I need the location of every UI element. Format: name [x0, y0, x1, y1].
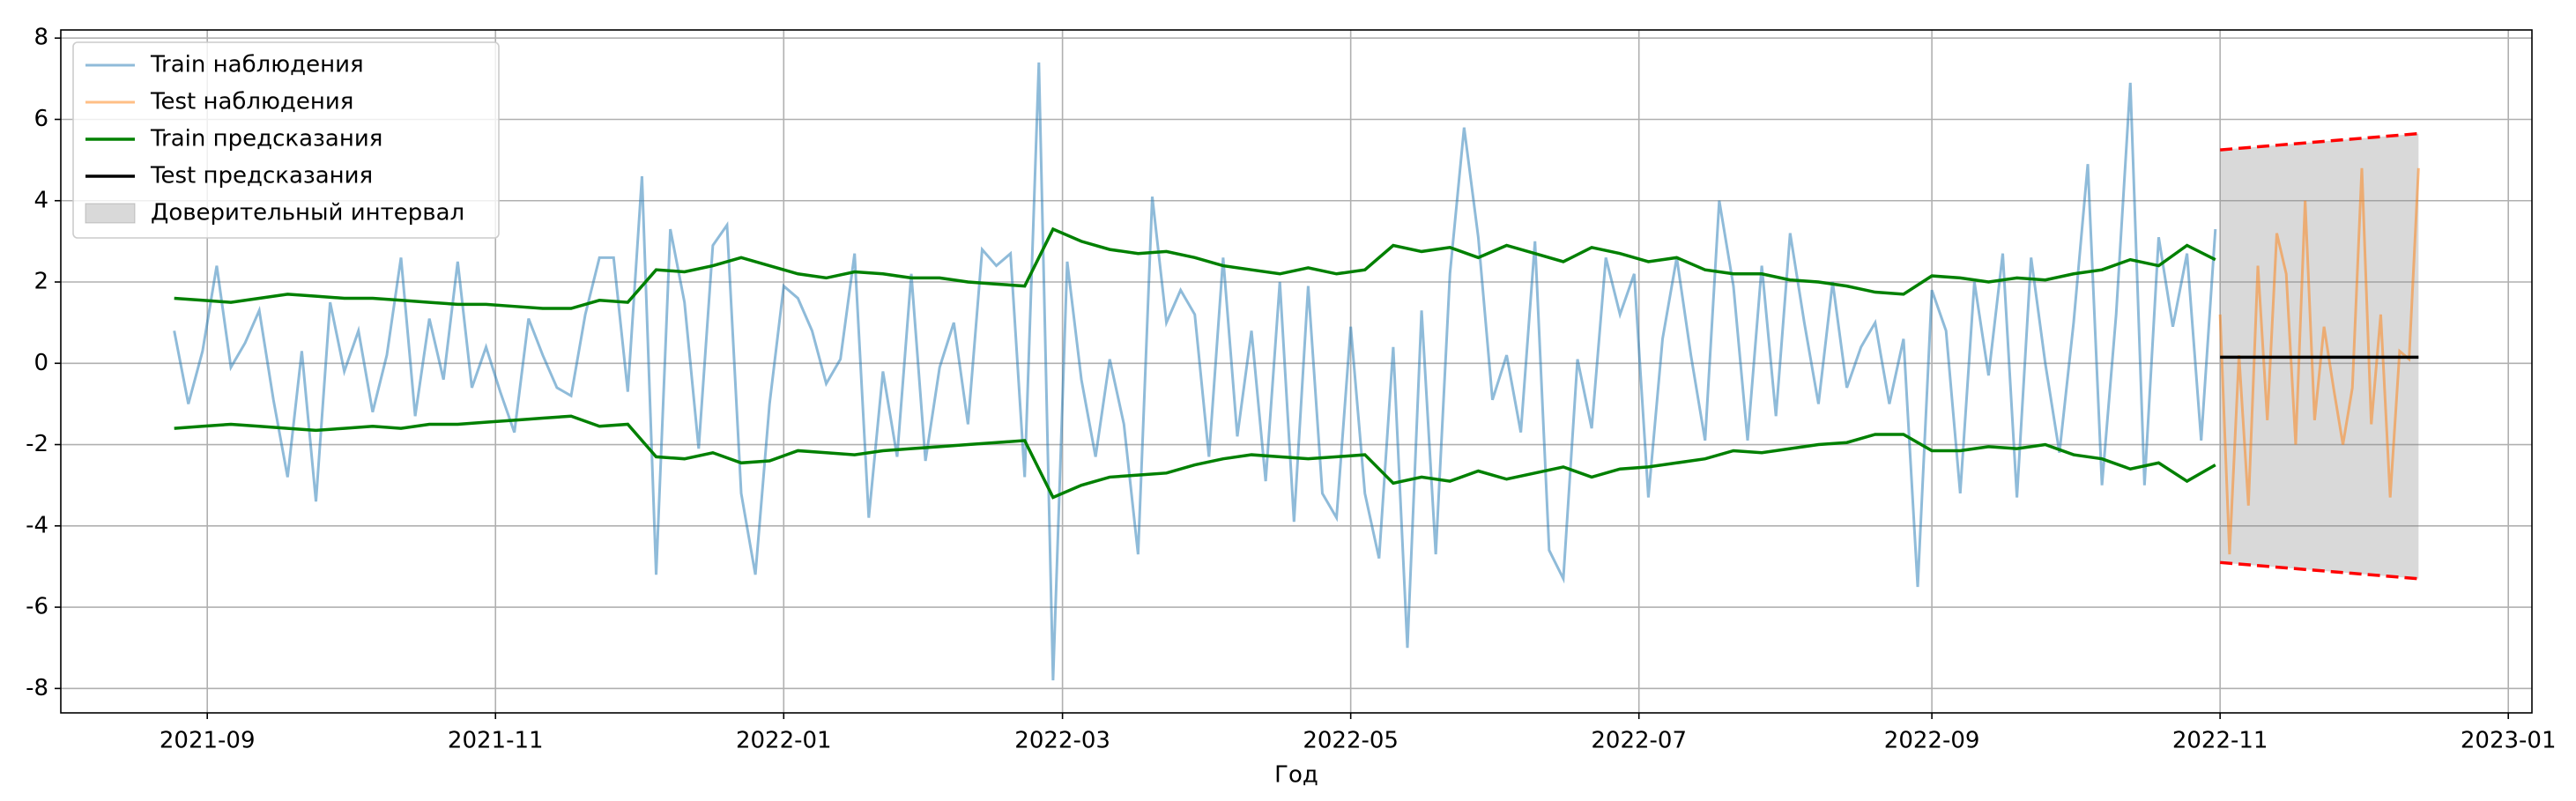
- legend-swatch: [85, 203, 136, 224]
- y-tick-label: -6: [26, 594, 48, 620]
- legend-label: Доверительный интервал: [151, 200, 464, 226]
- y-tick-label: -2: [26, 431, 48, 457]
- y-tick-label: -8: [26, 675, 48, 701]
- series-line: [174, 226, 2216, 310]
- legend-label: Train предсказания: [150, 126, 382, 152]
- confidence-bound: [2220, 131, 2419, 152]
- legend-label: Train наблюдения: [150, 52, 364, 78]
- x-tick-label: 2022-03: [1014, 728, 1110, 754]
- legend-label: Test наблюдения: [150, 89, 353, 115]
- x-tick-label: 2023-01: [2461, 728, 2557, 754]
- legend: Train наблюдения Test наблюдения Train пре…: [72, 41, 500, 239]
- confidence-bound: [2220, 560, 2419, 581]
- plot-frame: [60, 29, 2533, 714]
- legend-box: [72, 41, 500, 239]
- series-line: [2218, 167, 2420, 555]
- x-tick-label: 2021-11: [448, 728, 544, 754]
- y-tick-label: 2: [33, 269, 48, 295]
- x-tick-label: 2022-05: [1303, 728, 1399, 754]
- x-axis-label: Год: [1274, 762, 1318, 789]
- series-line: [173, 62, 2217, 681]
- x-tick-label: 2022-01: [736, 728, 832, 754]
- y-tick-label: -4: [26, 512, 48, 538]
- y-tick-label: 8: [33, 25, 48, 51]
- legend-label: Test предсказания: [150, 163, 373, 189]
- x-tick-label: 2022-11: [2172, 728, 2268, 754]
- y-tick-label: 4: [33, 187, 48, 213]
- x-tick-label: 2021-09: [160, 728, 256, 754]
- x-tick-label: 2022-07: [1591, 728, 1687, 754]
- y-tick-label: 0: [33, 350, 48, 376]
- x-tick-label: 2022-09: [1884, 728, 1980, 754]
- series-line-lower: [174, 414, 2216, 500]
- y-tick-label: 6: [33, 106, 48, 132]
